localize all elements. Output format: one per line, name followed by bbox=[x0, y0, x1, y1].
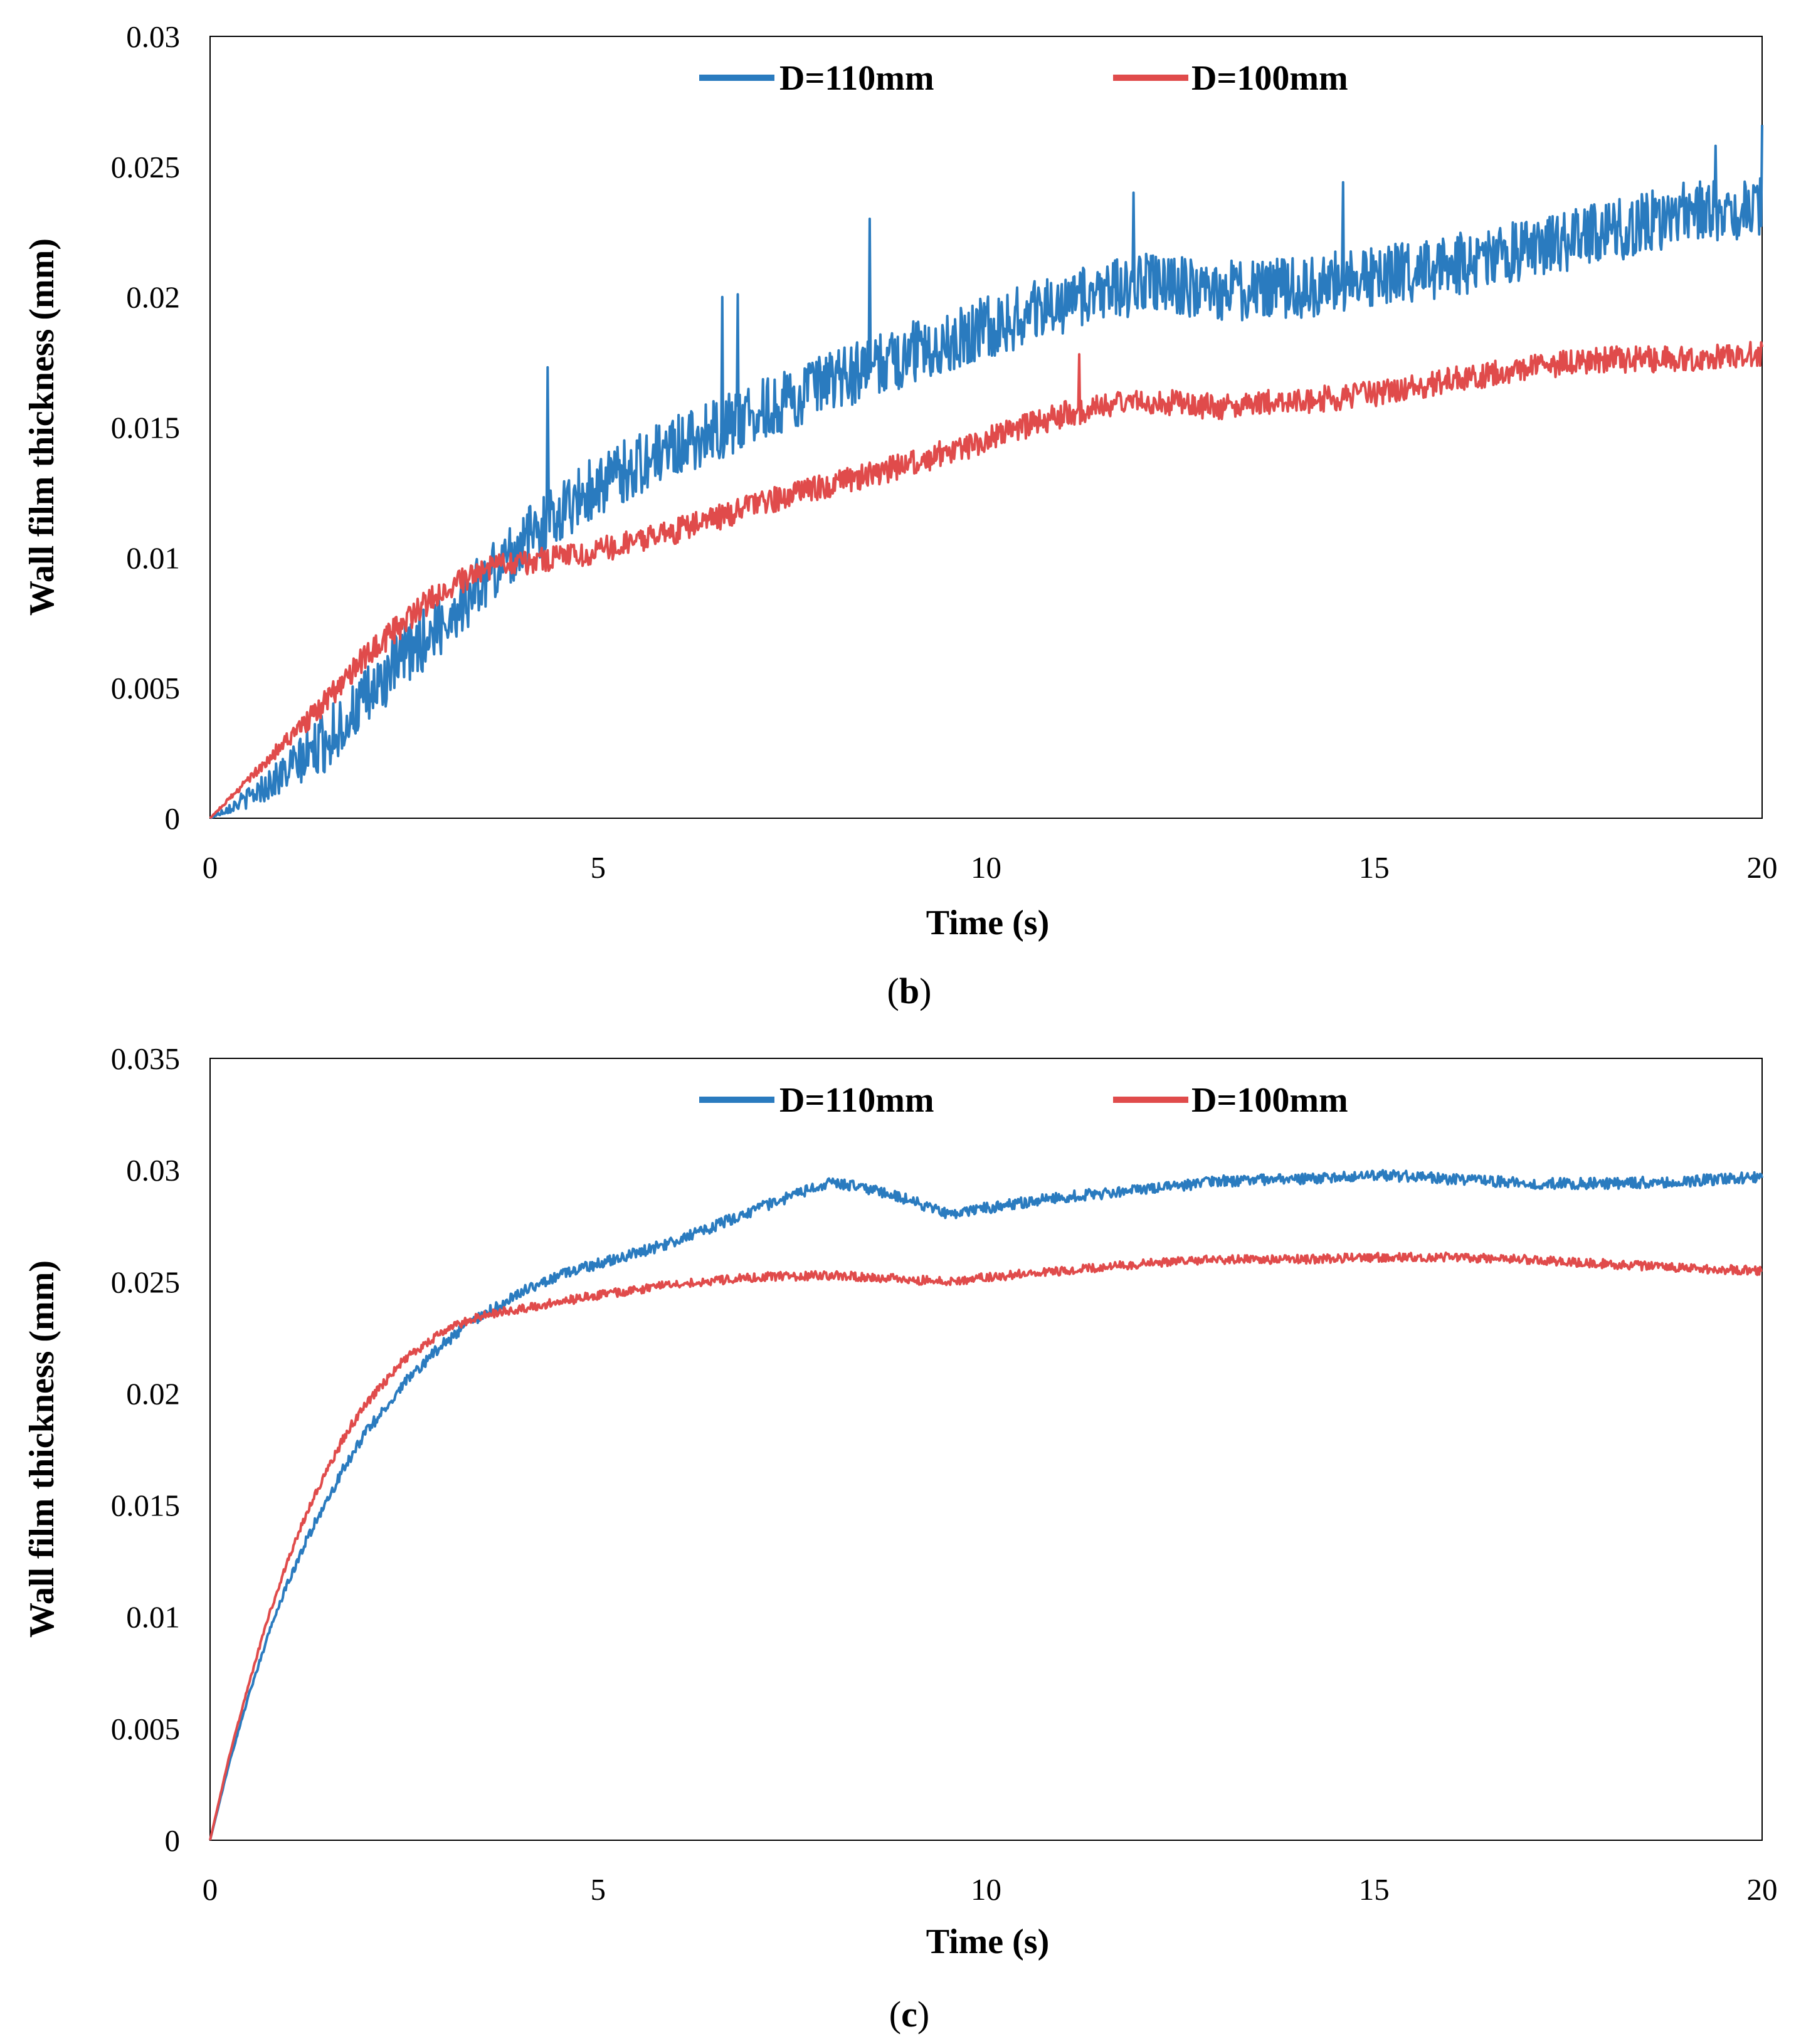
x-axis-title: Time (s) bbox=[926, 1922, 1050, 1961]
series-layer bbox=[209, 1169, 1763, 1841]
legend-label-d110: D=110mm bbox=[779, 1081, 934, 1120]
legend-label-d100: D=100mm bbox=[1191, 59, 1348, 98]
x-tick-label: 5 bbox=[591, 850, 606, 885]
y-tick-labels: 0 0.005 0.01 0.015 0.02 0.025 0.03 0.035 bbox=[111, 1041, 180, 1858]
y-tick-label: 0.03 bbox=[126, 1153, 180, 1188]
caption-letter-c: c bbox=[901, 1994, 917, 2035]
y-tick-label: 0.015 bbox=[111, 1488, 180, 1523]
x-axis-title: Time (s) bbox=[926, 903, 1050, 942]
y-tick-label: 0.01 bbox=[126, 540, 180, 575]
x-tick-label: 15 bbox=[1359, 1872, 1390, 1907]
plot-area-frame bbox=[209, 1058, 1763, 1841]
series-line-d110mm bbox=[209, 1169, 1763, 1841]
x-tick-label: 10 bbox=[971, 1872, 1001, 1907]
y-tick-label: 0.025 bbox=[111, 150, 180, 184]
y-tick-label: 0.025 bbox=[111, 1265, 180, 1299]
y-tick-label: 0.035 bbox=[111, 1041, 180, 1076]
y-tick-labels: 0 0.005 0.01 0.015 0.02 0.025 0.03 bbox=[111, 19, 180, 836]
x-tick-label: 10 bbox=[971, 850, 1001, 885]
y-tick-label: 0.02 bbox=[126, 1376, 180, 1411]
y-tick-label: 0 bbox=[165, 1823, 181, 1858]
legend-label-d110: D=110mm bbox=[779, 59, 934, 98]
x-tick-label: 20 bbox=[1747, 1872, 1778, 1907]
y-tick-label: 0.005 bbox=[111, 671, 180, 705]
x-tick-label: 0 bbox=[203, 1872, 218, 1907]
plot-area-frame bbox=[209, 36, 1763, 819]
series-line-d100mm bbox=[209, 340, 1763, 819]
y-tick-label: 0.02 bbox=[126, 280, 180, 315]
x-tick-label: 20 bbox=[1747, 850, 1778, 885]
y-tick-label: 0.015 bbox=[111, 411, 180, 445]
x-tick-labels: 0 5 10 15 20 bbox=[203, 1872, 1778, 1907]
panel-caption-b: (b) bbox=[887, 971, 932, 1011]
x-tick-labels: 0 5 10 15 20 bbox=[203, 850, 1778, 885]
chart-panel-b: 0 0.005 0.01 0.015 0.02 0.025 0.03 0 5 10 15 20 Wa… bbox=[23, 19, 1778, 1011]
y-tick-label: 0 bbox=[165, 801, 181, 836]
x-tick-label: 0 bbox=[203, 850, 218, 885]
panel-caption-c: (c) bbox=[889, 1994, 929, 2035]
y-tick-label: 0.03 bbox=[126, 19, 180, 54]
y-axis-title: Wall film thickness (mm) bbox=[23, 1260, 61, 1638]
y-tick-label: 0.005 bbox=[111, 1712, 180, 1746]
series-line-d110mm bbox=[209, 125, 1763, 819]
x-tick-label: 15 bbox=[1359, 850, 1390, 885]
legend: D=110mm D=100mm bbox=[699, 59, 1348, 98]
legend: D=110mm D=100mm bbox=[699, 1081, 1348, 1120]
y-axis-title: Wall film thickness (mm) bbox=[23, 238, 61, 616]
chart-panel-c: 0 0.005 0.01 0.015 0.02 0.025 0.03 0.035 0 5 10 15… bbox=[23, 1041, 1778, 2035]
series-line-d100mm bbox=[209, 1251, 1763, 1841]
y-tick-label: 0.01 bbox=[126, 1600, 180, 1635]
series-layer bbox=[209, 125, 1763, 819]
legend-label-d100: D=100mm bbox=[1191, 1081, 1348, 1120]
x-tick-label: 5 bbox=[591, 1872, 606, 1907]
caption-letter-b: b bbox=[899, 971, 919, 1011]
